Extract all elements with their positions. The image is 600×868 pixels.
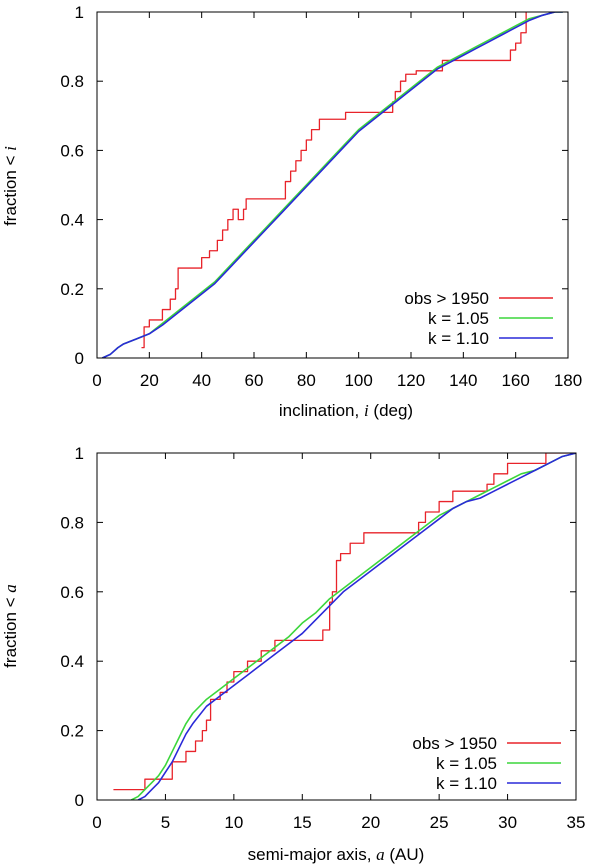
semi-major-axis-series-obs-line xyxy=(113,453,570,791)
inclination-y-tick-label: 1 xyxy=(75,3,84,22)
semi-major-axis-y-tick-label: 0.4 xyxy=(60,652,84,671)
semi-major-axis-y-label: fraction < a xyxy=(1,584,20,668)
inclination-y-tick-label: 0.2 xyxy=(60,280,84,299)
semi-major-axis-x-tick-label: 35 xyxy=(567,813,586,832)
semi-major-axis-y-tick-label: 0.2 xyxy=(60,722,84,741)
semi-major-axis-x-tick-label: 20 xyxy=(361,813,380,832)
inclination-x-tick-label: 140 xyxy=(449,371,477,390)
inclination-x-tick-label: 180 xyxy=(554,371,582,390)
semi-major-axis-x-tick-label: 5 xyxy=(161,813,170,832)
inclination-x-tick-label: 60 xyxy=(245,371,264,390)
inclination-x-tick-label: 160 xyxy=(501,371,529,390)
inclination-x-tick-label: 40 xyxy=(192,371,211,390)
inclination-x-tick-label: 100 xyxy=(344,371,372,390)
inclination-x-tick-label: 80 xyxy=(297,371,316,390)
semi-major-axis-y-tick-label: 0 xyxy=(75,791,84,810)
semi-major-axis-x-tick-label: 30 xyxy=(498,813,517,832)
inclination-plot-frame xyxy=(96,11,569,359)
semi-major-axis-x-tick-label: 15 xyxy=(293,813,312,832)
semi-major-axis-y-tick-label: 1 xyxy=(75,444,84,463)
semi-major-axis-x-label: semi-major axis, a (AU) xyxy=(248,845,425,864)
inclination-x-tick-label: 20 xyxy=(140,371,159,390)
inclination-series-k110-line xyxy=(101,12,563,358)
semi-major-axis-legend-label: k = 1.05 xyxy=(436,754,497,773)
inclination-y-tick-label: 0 xyxy=(75,349,84,368)
inclination-x-tick-label: 0 xyxy=(92,371,101,390)
semi-major-axis-x-tick-label: 25 xyxy=(430,813,449,832)
inclination-y-label: fraction < i xyxy=(1,146,20,226)
inclination-legend-label: k = 1.10 xyxy=(428,329,489,348)
semi-major-axis-x-tick-label: 10 xyxy=(224,813,243,832)
inclination-series-obs-line xyxy=(141,12,527,349)
semi-major-axis-series-k105-line xyxy=(130,453,576,800)
inclination-x-label: inclination, i (deg) xyxy=(279,401,413,420)
semi-major-axis-series-k110-line xyxy=(137,453,576,800)
inclination-series-k105-line xyxy=(101,12,563,358)
semi-major-axis-plot-frame xyxy=(96,452,577,801)
inclination-legend-label: k = 1.05 xyxy=(428,309,489,328)
inclination-y-tick-label: 0.4 xyxy=(60,211,84,230)
inclination-legend-label: obs > 1950 xyxy=(404,289,489,308)
inclination-y-tick-label: 0.6 xyxy=(60,141,84,160)
semi-major-axis-y-tick-label: 0.8 xyxy=(60,513,84,532)
inclination-y-tick-label: 0.8 xyxy=(60,72,84,91)
semi-major-axis-legend-label: obs > 1950 xyxy=(412,734,497,753)
semi-major-axis-y-tick-label: 0.6 xyxy=(60,583,84,602)
inclination-chart: fraction < i inclination, i (deg) 0 20 40 6… xyxy=(1,3,582,420)
inclination-x-tick-label: 120 xyxy=(397,371,425,390)
semi-major-axis-x-tick-label: 0 xyxy=(92,813,101,832)
semi-major-axis-chart: fraction < a semi-major axis, a (AU) 0 5 1… xyxy=(1,444,585,864)
semi-major-axis-legend-label: k = 1.10 xyxy=(436,774,497,793)
